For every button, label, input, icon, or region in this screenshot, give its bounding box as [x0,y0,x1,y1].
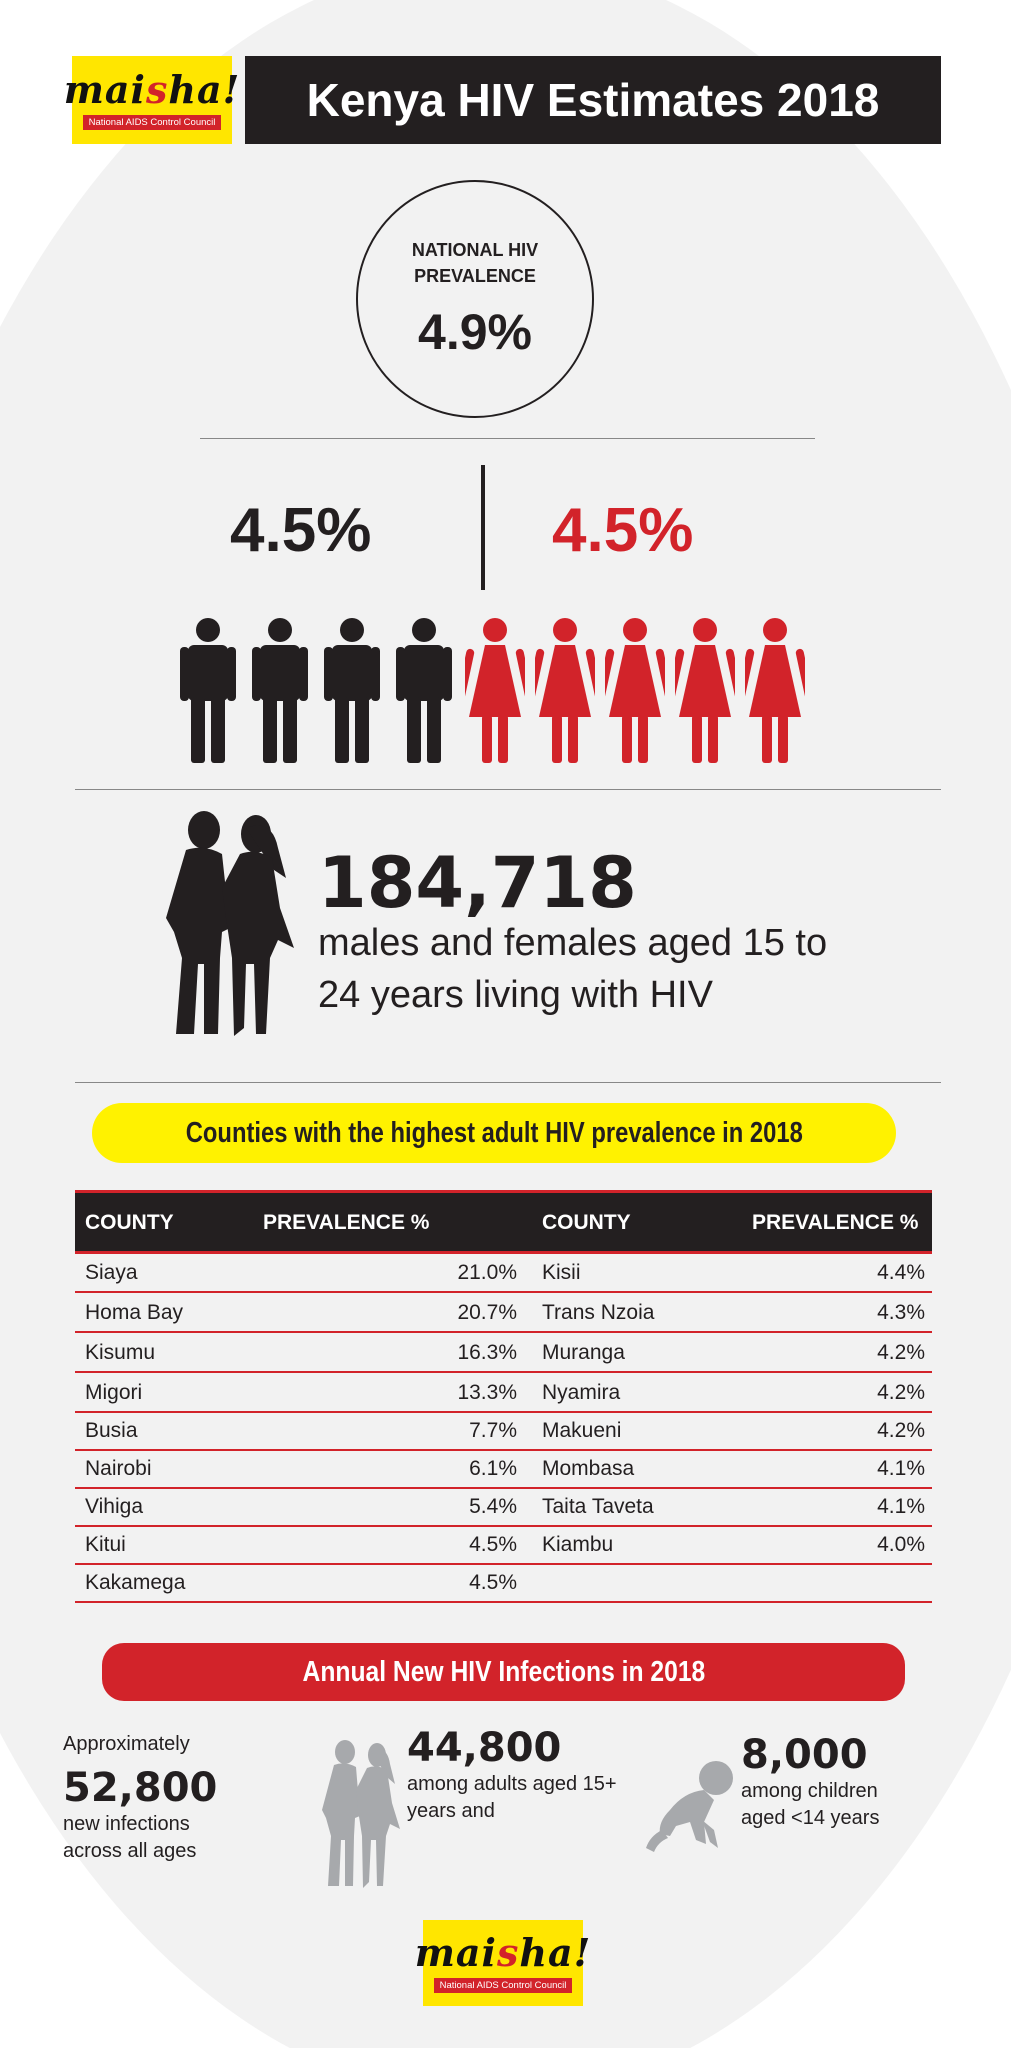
footer-logo-ribbon-s: s [496,1929,520,1975]
county-prevalence: 6.1% [469,1457,517,1480]
county-prevalence: 4.3% [877,1301,925,1324]
county-name: Kisumu [85,1341,156,1364]
male-figure-icon [252,618,308,763]
column-header-prevalence-left: PREVALENCE % [263,1211,430,1234]
county-prevalence: 4.2% [877,1419,925,1442]
county-prevalence: 5.4% [469,1495,517,1518]
county-prevalence: 4.4% [877,1261,925,1284]
logo-wordmark: maisha! [64,70,241,109]
footer-logo-wordmark: maisha! [415,1933,592,1972]
youth-living-with-hiv-count: 184,718 [318,842,637,924]
table-row: Nairobi 6.1% Mombasa 4.1% [75,1449,932,1489]
county-prevalence: 13.3% [457,1381,517,1404]
new-infections-heading-text: Annual New HIV Infections in 2018 [302,1655,705,1688]
female-prevalence-value: 4.5% [552,496,694,565]
county-name: Nairobi [85,1457,152,1480]
table-row: Migori 13.3% Nyamira 4.2% [75,1373,932,1413]
county-name: Kakamega [85,1571,186,1594]
county-name: Nyamira [542,1381,621,1404]
youth-living-with-hiv-description: males and females aged 15 to 24 years li… [318,922,828,1016]
county-name: Trans Nzoia [542,1301,655,1324]
maisha-footer-logo: maisha! National AIDS Control Council [415,1920,590,2006]
table-row: Kitui 4.5% Kiambu 4.0% [75,1525,932,1565]
footer-logo-tagline: National AIDS Control Council [433,1977,573,1993]
logo-word-end: ha! [168,66,241,112]
female-figure-icon [605,618,665,763]
county-name: Siaya [85,1261,138,1284]
national-prevalence-label: NATIONAL HIV PREVALENCE [411,240,539,286]
female-figure-icon [745,618,805,763]
divider-2 [75,789,941,790]
divider-1 [200,438,815,439]
county-table-header: COUNTY PREVALENCE % COUNTY PREVALENCE % [75,1190,932,1254]
county-name: Homa Bay [85,1301,184,1324]
logo-word-start: mai [63,66,146,112]
national-prevalence-circle: NATIONAL HIV PREVALENCE 4.9% [356,180,594,418]
total-infections-prefix: Approximately [63,1733,190,1755]
county-name: Makueni [542,1419,622,1442]
county-prevalence: 4.1% [877,1495,925,1518]
young-couple-silhouette-icon [166,811,294,1036]
logo-ribbon-s: s [145,66,169,112]
table-row: Busia 7.7% Makueni 4.2% [75,1411,932,1451]
child-infections-description: among children aged <14 years [741,1780,880,1829]
maisha-logo: maisha! National AIDS Control Council [64,56,239,144]
crawling-baby-icon [646,1761,733,1852]
column-header-prevalence-right: PREVALENCE % [752,1211,919,1234]
column-header-county-left: COUNTY [85,1211,174,1234]
footer-logo-word-start: mai [414,1929,497,1975]
county-prevalence: 4.5% [469,1533,517,1556]
county-name: Vihiga [85,1495,143,1518]
county-prevalence: 16.3% [457,1341,517,1364]
adult-couple-silhouette-icon [322,1740,400,1888]
adult-infections-value: 44,800 [407,1725,562,1771]
total-infections-description: new infections across all ages [63,1813,197,1862]
county-prevalence: 20.7% [457,1301,517,1324]
table-row: Kisumu 16.3% Muranga 4.2% [75,1333,932,1373]
female-figure-icon [535,618,595,763]
county-name: Taita Taveta [542,1495,654,1518]
page-title: Kenya HIV Estimates 2018 [245,56,941,144]
county-name: Kisii [542,1261,581,1284]
county-prevalence: 7.7% [469,1419,517,1442]
county-prevalence: 21.0% [457,1261,517,1284]
counties-heading: Counties with the highest adult HIV prev… [92,1103,896,1163]
table-row: Homa Bay 20.7% Trans Nzoia 4.3% [75,1293,932,1333]
table-row: Siaya 21.0% Kisii 4.4% [75,1253,932,1293]
total-infections-value: 52,800 [63,1765,218,1811]
adult-infections-description: among adults aged 15+ years and [407,1773,617,1822]
male-prevalence-value: 4.5% [230,496,372,565]
female-figure-icon [465,618,525,763]
county-prevalence: 4.5% [469,1571,517,1594]
column-header-county-right: COUNTY [542,1211,631,1234]
county-prevalence: 4.1% [877,1457,925,1480]
county-name: Muranga [542,1341,625,1364]
male-figure-icon [396,618,452,763]
county-prevalence: 4.2% [877,1341,925,1364]
table-row: Kakamega 4.5% [75,1563,932,1603]
child-infections-value: 8,000 [741,1732,868,1778]
county-prevalence: 4.2% [877,1381,925,1404]
county-name: Busia [85,1419,138,1442]
divider-3 [75,1082,941,1083]
county-name: Kitui [85,1533,126,1556]
male-figure-icon [180,618,236,763]
county-name: Migori [85,1381,143,1404]
national-prevalence-value: 4.9% [418,304,532,360]
county-name: Mombasa [542,1457,635,1480]
male-figure-icon [324,618,380,763]
county-prevalence: 4.0% [877,1533,925,1556]
sex-divider [481,465,485,590]
footer-logo-word-end: ha! [519,1929,592,1975]
counties-heading-text: Counties with the highest adult HIV prev… [185,1116,803,1149]
table-row: Vihiga 5.4% Taita Taveta 4.1% [75,1487,932,1527]
logo-tagline: National AIDS Control Council [82,114,222,130]
female-figure-icon [675,618,735,763]
new-infections-heading: Annual New HIV Infections in 2018 [102,1643,905,1701]
county-name: Kiambu [542,1533,614,1556]
